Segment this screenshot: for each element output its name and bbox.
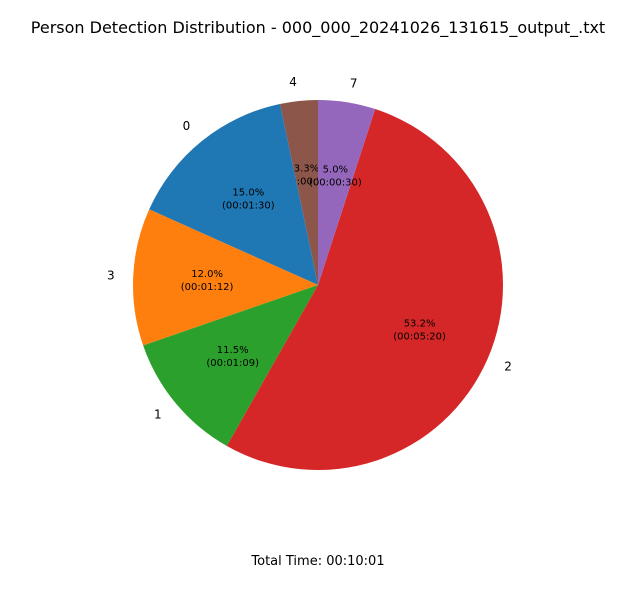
total-time-label: Total Time: 00:10:01 [251,554,385,569]
slice-percent-label: 53.2% [404,319,436,330]
pie-slice-2 [226,109,503,470]
slice-percent-label: 11.5% [217,345,249,356]
slice-percent-label: 15.0% [232,188,264,199]
pie-slice-3 [133,209,318,346]
slice-category-label: 3 [107,269,115,283]
chart-title: Person Detection Distribution - 000_000_… [30,18,606,37]
slice-percent-label: 3.3% [294,164,319,175]
slice-category-label: 2 [504,359,512,373]
slice-time-label: (00:01:12) [181,282,234,293]
pie-slice-4 [279,100,318,285]
slice-percent-label: 12.0% [191,269,223,280]
pie-slice-7 [318,100,376,285]
slice-time-label: (00:05:20) [393,332,446,343]
slice-time-label: (00:01:09) [206,358,259,369]
slice-category-label: 1 [154,408,162,422]
slice-category-label: 4 [289,75,297,89]
slice-time-label: (00:01:30) [222,201,275,212]
slice-time-label: (00:00:20) [280,177,333,188]
slice-time-label: (00:00:30) [309,177,362,188]
slice-percent-label: 5.0% [323,164,348,175]
pie-slice-0 [149,103,318,286]
slice-category-label: 0 [183,119,191,133]
slice-category-label: 7 [350,77,358,91]
pie-slice-1 [143,285,318,446]
